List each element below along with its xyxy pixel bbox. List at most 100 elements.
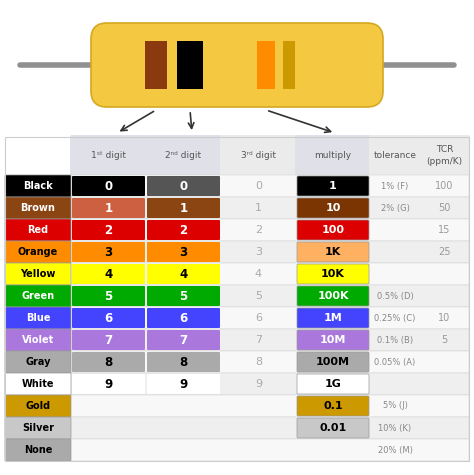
- Text: 100M: 100M: [316, 357, 350, 367]
- FancyBboxPatch shape: [147, 352, 220, 372]
- Bar: [5, 439, 469, 461]
- Text: 100: 100: [321, 225, 345, 235]
- Text: 0.1% (B): 0.1% (B): [377, 335, 413, 344]
- Text: TCR: TCR: [436, 145, 453, 154]
- Text: 3: 3: [255, 247, 262, 257]
- Text: 100: 100: [435, 181, 454, 191]
- Text: 1: 1: [104, 201, 112, 215]
- Text: Silver: Silver: [22, 423, 54, 433]
- FancyBboxPatch shape: [147, 286, 220, 306]
- Text: 5% (J): 5% (J): [383, 401, 408, 410]
- Text: 5: 5: [255, 291, 262, 301]
- Text: (ppm/K): (ppm/K): [427, 158, 463, 167]
- FancyBboxPatch shape: [147, 198, 220, 218]
- FancyBboxPatch shape: [147, 264, 220, 284]
- Bar: [5, 197, 469, 219]
- Text: 10: 10: [438, 313, 451, 323]
- FancyBboxPatch shape: [72, 330, 145, 350]
- FancyBboxPatch shape: [72, 220, 145, 240]
- FancyBboxPatch shape: [147, 220, 220, 240]
- FancyBboxPatch shape: [297, 220, 369, 240]
- Text: Blue: Blue: [26, 313, 50, 323]
- Text: 15: 15: [438, 225, 451, 235]
- Text: 5: 5: [179, 289, 188, 303]
- Text: 2: 2: [255, 225, 262, 235]
- FancyBboxPatch shape: [147, 242, 220, 262]
- Bar: [283, 41, 295, 89]
- Text: 7: 7: [180, 333, 188, 346]
- Text: Orange: Orange: [18, 247, 58, 257]
- Text: 50: 50: [438, 203, 451, 213]
- FancyBboxPatch shape: [369, 135, 421, 176]
- FancyBboxPatch shape: [147, 308, 220, 328]
- FancyBboxPatch shape: [72, 242, 145, 262]
- Bar: [145, 41, 167, 89]
- Bar: [5, 417, 469, 439]
- Bar: [257, 41, 275, 89]
- Bar: [5, 175, 469, 197]
- Text: 4: 4: [255, 269, 262, 279]
- FancyBboxPatch shape: [72, 286, 145, 306]
- Text: 3: 3: [180, 246, 188, 258]
- Text: 10: 10: [325, 203, 341, 213]
- FancyBboxPatch shape: [297, 330, 369, 350]
- FancyBboxPatch shape: [297, 418, 369, 438]
- Text: 2ⁿᵈ digit: 2ⁿᵈ digit: [165, 152, 201, 161]
- Text: 8: 8: [255, 357, 262, 367]
- FancyBboxPatch shape: [297, 264, 369, 284]
- FancyBboxPatch shape: [147, 330, 220, 350]
- FancyBboxPatch shape: [5, 197, 71, 219]
- Text: 1ˢᵗ digit: 1ˢᵗ digit: [91, 152, 126, 161]
- FancyBboxPatch shape: [297, 176, 369, 196]
- FancyBboxPatch shape: [147, 176, 220, 196]
- Text: 25: 25: [438, 247, 451, 257]
- Text: 7: 7: [255, 335, 262, 345]
- FancyBboxPatch shape: [419, 135, 470, 176]
- Text: 8: 8: [179, 355, 188, 369]
- Text: 1M: 1M: [324, 313, 342, 323]
- Text: 1K: 1K: [325, 247, 341, 257]
- Text: 1G: 1G: [325, 379, 341, 389]
- FancyBboxPatch shape: [5, 241, 71, 263]
- Text: Gray: Gray: [25, 357, 51, 367]
- Text: 6: 6: [104, 312, 113, 324]
- FancyBboxPatch shape: [5, 439, 71, 461]
- Text: 0.01: 0.01: [319, 423, 346, 433]
- Text: Violet: Violet: [22, 335, 54, 345]
- Text: 8: 8: [104, 355, 113, 369]
- FancyBboxPatch shape: [72, 308, 145, 328]
- Bar: [5, 373, 469, 395]
- FancyBboxPatch shape: [5, 285, 71, 307]
- Bar: [5, 263, 469, 285]
- Bar: [5, 137, 469, 461]
- Text: 5: 5: [441, 335, 447, 345]
- FancyBboxPatch shape: [297, 242, 369, 262]
- Text: 7: 7: [104, 333, 112, 346]
- Text: 9: 9: [179, 378, 188, 390]
- Text: 3: 3: [104, 246, 112, 258]
- FancyBboxPatch shape: [5, 395, 71, 417]
- FancyBboxPatch shape: [147, 374, 220, 394]
- Text: 9: 9: [104, 378, 113, 390]
- Text: 0: 0: [180, 180, 188, 192]
- Text: Yellow: Yellow: [20, 269, 55, 279]
- FancyBboxPatch shape: [297, 286, 369, 306]
- FancyBboxPatch shape: [72, 176, 145, 196]
- Text: 1: 1: [329, 181, 337, 191]
- Bar: [177, 41, 203, 89]
- Text: Black: Black: [23, 181, 53, 191]
- Text: 2: 2: [104, 224, 112, 237]
- FancyBboxPatch shape: [72, 352, 145, 372]
- Text: None: None: [24, 445, 52, 455]
- FancyBboxPatch shape: [220, 135, 297, 176]
- FancyBboxPatch shape: [5, 263, 71, 285]
- Text: 0.1: 0.1: [323, 401, 343, 411]
- Text: 3ʳᵈ digit: 3ʳᵈ digit: [241, 152, 276, 161]
- FancyBboxPatch shape: [72, 264, 145, 284]
- Bar: [5, 395, 469, 417]
- FancyBboxPatch shape: [5, 417, 71, 439]
- FancyBboxPatch shape: [145, 135, 222, 176]
- Bar: [5, 307, 469, 329]
- Text: 5: 5: [104, 289, 113, 303]
- Text: 4: 4: [179, 267, 188, 281]
